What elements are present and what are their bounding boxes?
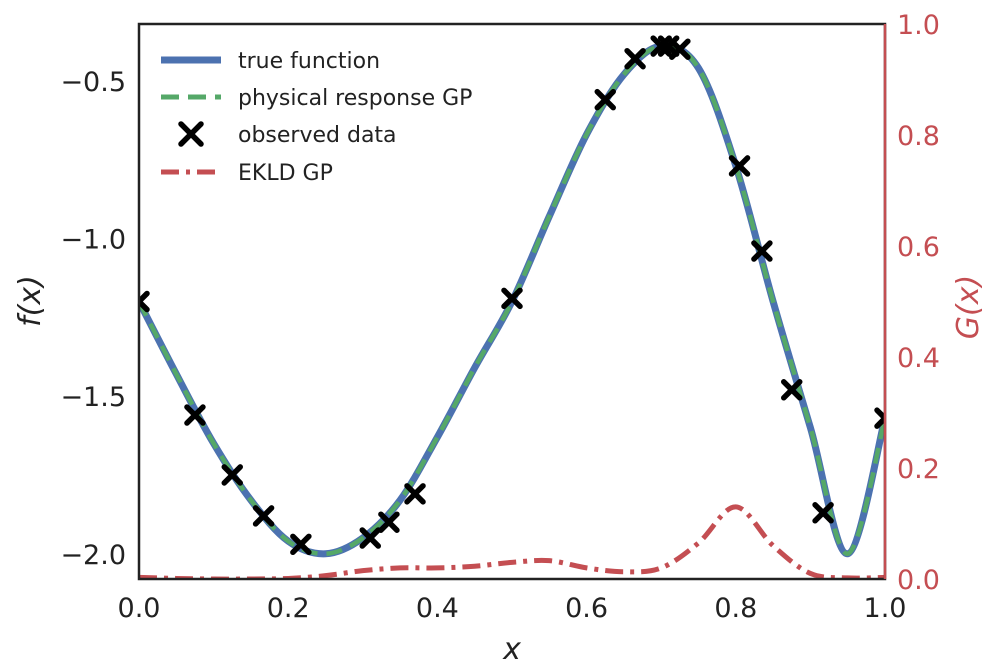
- observed-data-point: [290, 533, 312, 556]
- y-tick-label: −0.5: [60, 67, 126, 98]
- y-axis-label: f(x): [13, 275, 48, 327]
- x-axis-ticks: 0.0 0.2 0.4 0.6 0.8 1.0: [118, 593, 907, 624]
- observed-data-point: [781, 379, 803, 401]
- observed-data-point: [252, 505, 275, 527]
- observed-data-point: [404, 483, 426, 505]
- y2-axis-label: G(x): [951, 275, 986, 339]
- x-tick-label: 0.8: [714, 593, 757, 624]
- x-tick-label: 0.2: [267, 593, 310, 624]
- y-tick-label: −1.5: [60, 382, 126, 413]
- observed-data-point: [594, 88, 616, 111]
- observed-data-point: [221, 464, 243, 486]
- x-axis-label: x: [502, 632, 521, 664]
- x-tick-label: 0.6: [565, 593, 608, 624]
- observed-data-point: [669, 38, 691, 60]
- y2-tick-label: 0.0: [897, 565, 940, 596]
- legend-label-true-function: true function: [238, 49, 380, 74]
- y2-tick-label: 0.8: [897, 121, 940, 152]
- legend-swatch-observed-data: [178, 121, 204, 147]
- observed-data-point: [501, 287, 523, 310]
- y2-tick-label: 1.0: [897, 10, 940, 41]
- y2-axis-ticks: 0.0 0.2 0.4 0.6 0.8 1.0: [883, 10, 940, 596]
- legend-label-physical-gp: physical response GP: [238, 86, 472, 111]
- y2-tick-label: 0.2: [897, 454, 940, 485]
- observed-data-point: [184, 404, 206, 426]
- plot-area: [139, 35, 885, 579]
- x-tick-label: 1.0: [864, 593, 907, 624]
- y-tick-label: −1.0: [60, 224, 126, 255]
- legend-label-ekld-gp: EKLD GP: [238, 161, 333, 186]
- y-tick-label: −2.0: [60, 540, 126, 571]
- observed-data-point: [728, 155, 751, 177]
- observed-data-point: [624, 47, 646, 70]
- observed-data-point: [812, 502, 834, 524]
- observed-data-point: [139, 290, 150, 313]
- legend-label-observed-data: observed data: [238, 123, 397, 148]
- series-group: [139, 35, 885, 579]
- observed-data-point: [751, 240, 773, 262]
- y2-tick-label: 0.4: [897, 343, 940, 374]
- x-tick-label: 0.0: [118, 593, 161, 624]
- y-axis-ticks: −2.0 −1.5 −1.0 −0.5: [60, 67, 126, 571]
- series-ekld-gp-line: [139, 504, 885, 579]
- x-tick-label: 0.4: [416, 593, 459, 624]
- observed-data-point: [359, 527, 382, 549]
- observed-data-point: [378, 511, 400, 533]
- y2-tick-label: 0.6: [897, 232, 940, 263]
- legend: true function physical response GP obser…: [161, 49, 472, 186]
- observed-data-point: [874, 407, 885, 429]
